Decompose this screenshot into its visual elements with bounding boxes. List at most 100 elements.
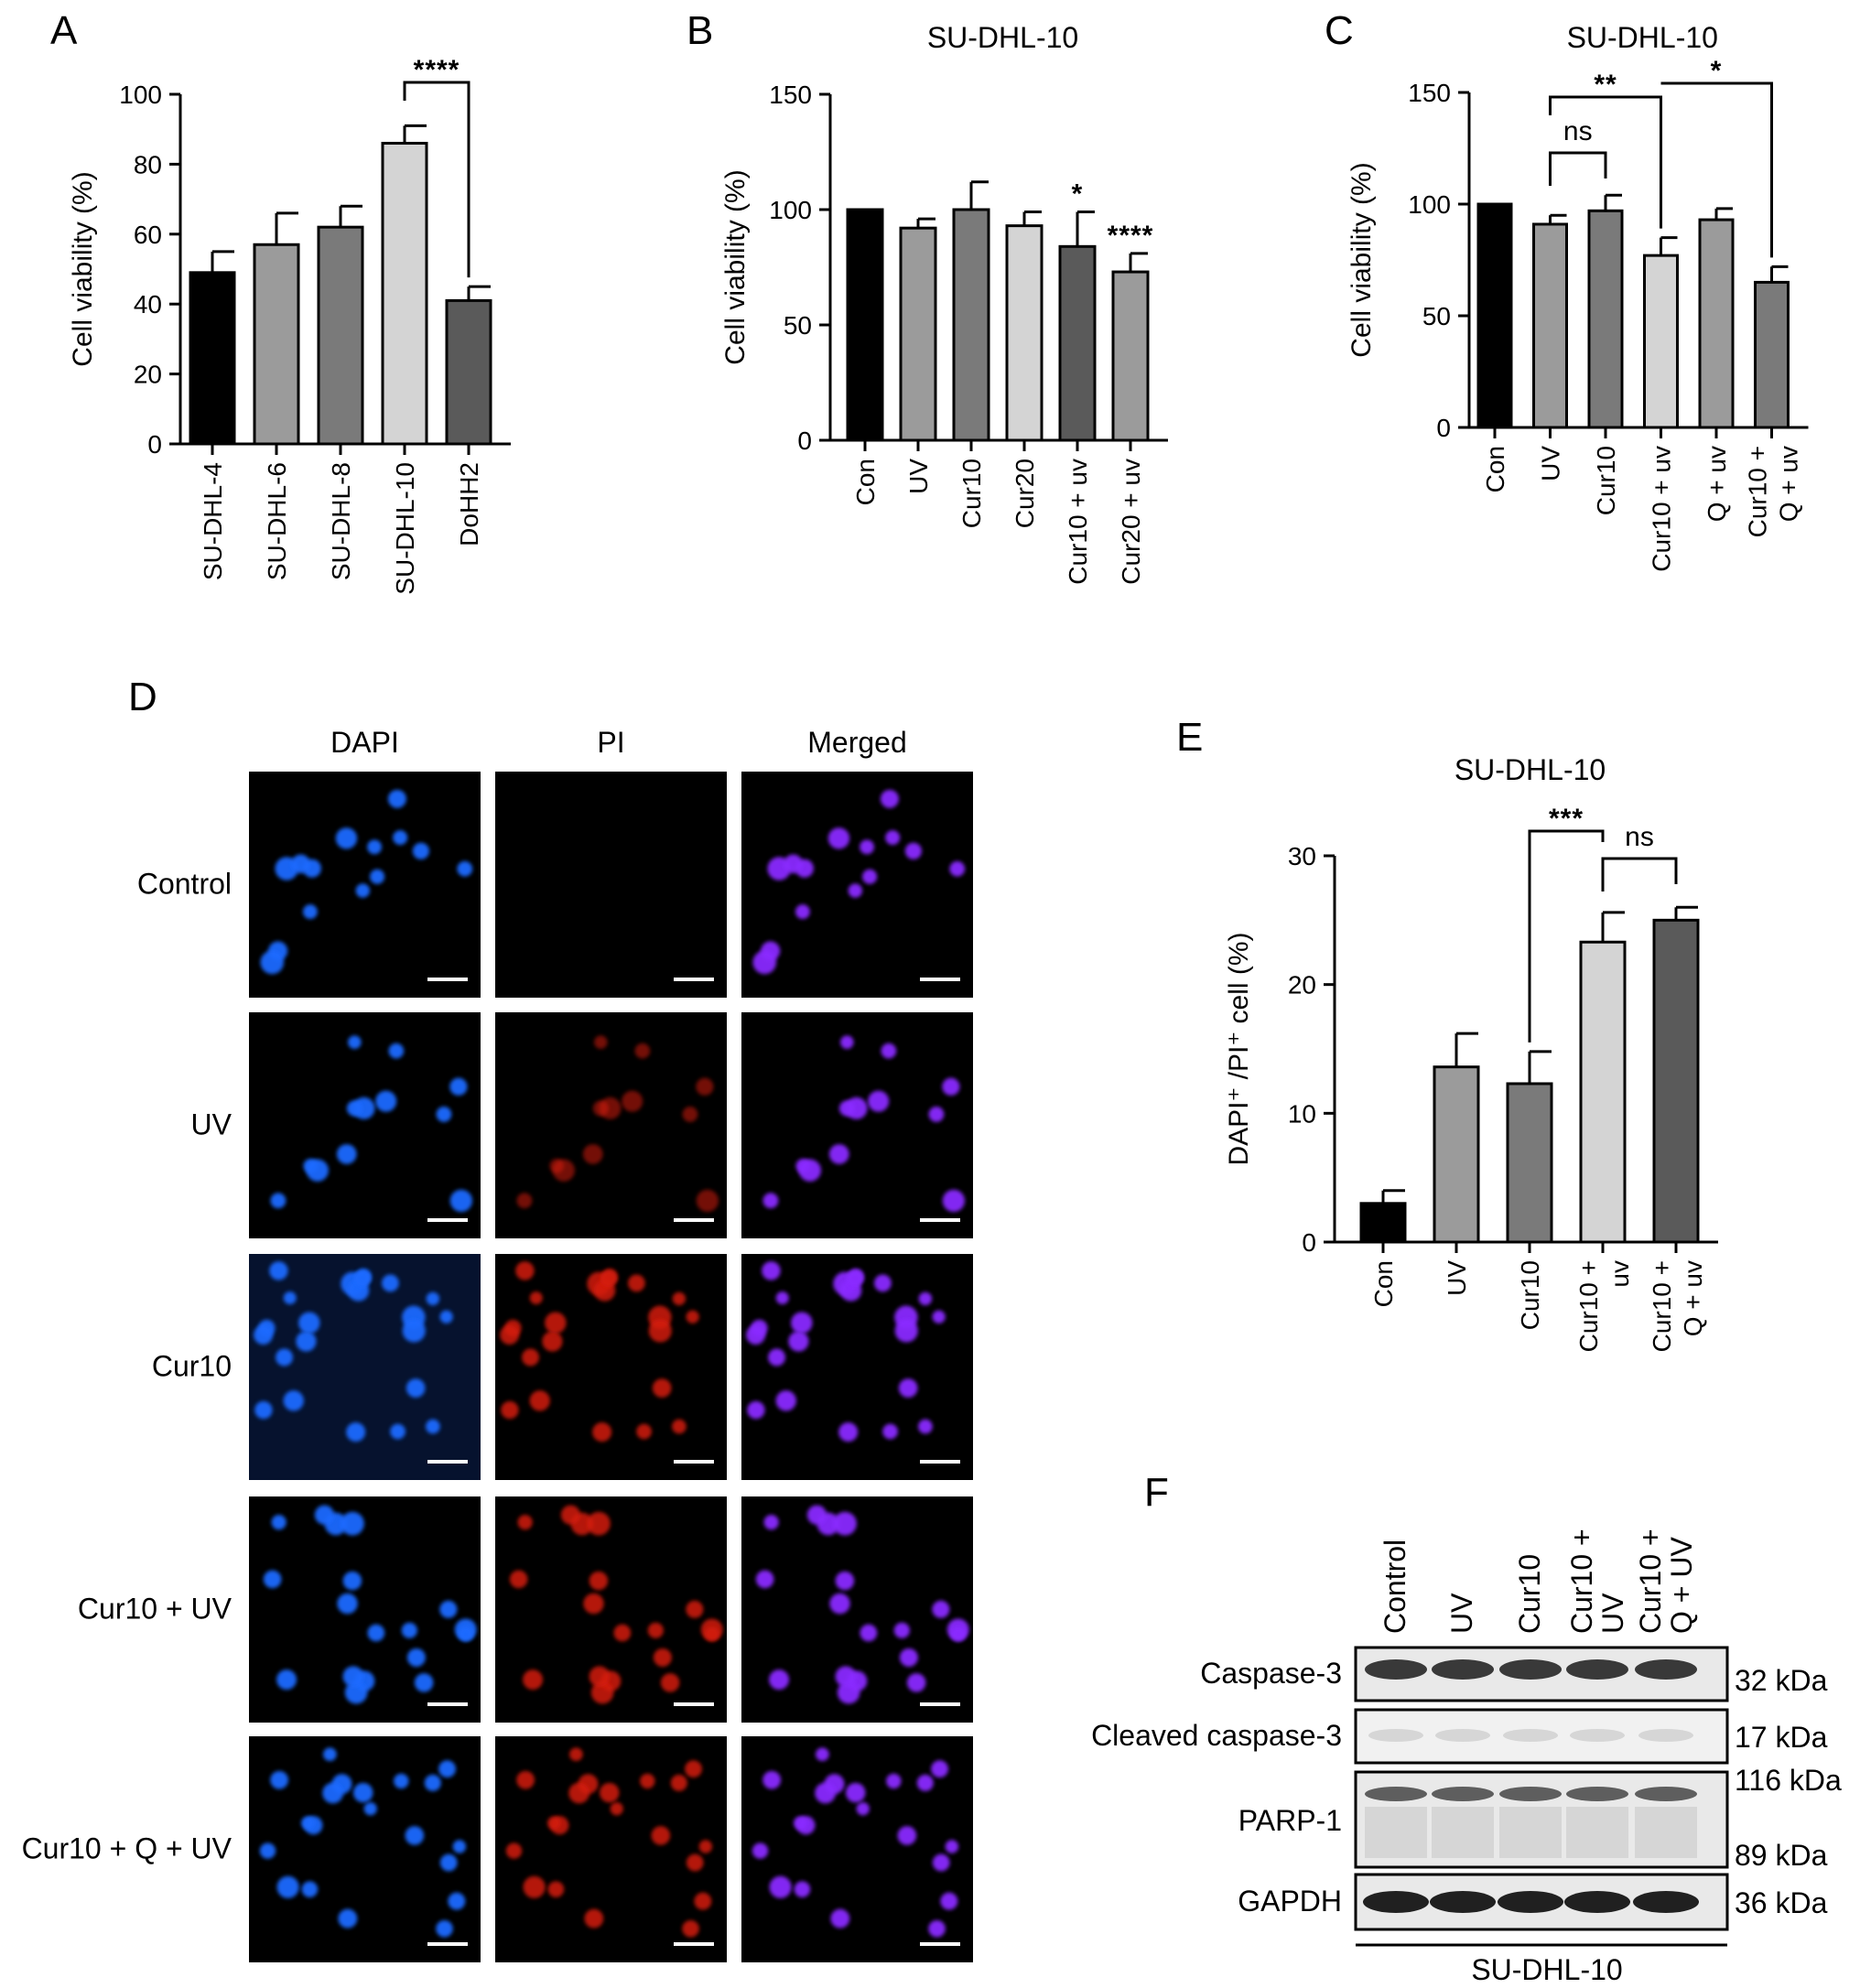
cell-nucleus xyxy=(762,1261,781,1280)
y-axis-label: Cell viability (%) xyxy=(1346,162,1377,357)
band xyxy=(1566,1787,1628,1801)
cell-nucleus xyxy=(390,1423,406,1440)
cell-nucleus xyxy=(696,1077,714,1096)
molecular-weight-marker: 89 kDa xyxy=(1735,1839,1828,1872)
cell-nucleus xyxy=(388,1043,405,1059)
cell-nucleus xyxy=(768,1348,786,1367)
cell-nucleus xyxy=(381,1274,399,1292)
cell-nucleus xyxy=(406,1378,426,1398)
panel-label-c: C xyxy=(1325,8,1354,53)
microscopy-grid: DAPI PI Merged Control UV Cur10 Cur10 + UV Cur1… xyxy=(22,726,973,1962)
cell-nucleus xyxy=(880,789,899,808)
x-tick-label: Cur10 + uv xyxy=(1064,459,1092,585)
x-tick-label-line: Cur20 + uv xyxy=(1117,459,1145,585)
cell-nucleus xyxy=(370,869,385,884)
y-tick-label: 100 xyxy=(119,81,162,109)
cell-nucleus xyxy=(885,830,901,846)
x-tick-label-line: Cur10 xyxy=(1516,1260,1544,1330)
bar xyxy=(1433,1065,1480,1244)
cell-nucleus xyxy=(648,1319,672,1343)
x-tick-label-line: Cur10 + uv xyxy=(1648,446,1676,572)
cell-nucleus xyxy=(424,1774,441,1791)
x-tick-label: Cur10 + Q + uv xyxy=(1744,446,1803,537)
cell-nucleus xyxy=(448,1892,466,1910)
cell-nucleus xyxy=(795,904,810,920)
cell-nucleus xyxy=(582,1144,603,1164)
x-tick-label: SU-DHL-10 xyxy=(391,462,419,595)
cell-nucleus xyxy=(439,1310,453,1324)
y-tick-label: 20 xyxy=(1288,971,1316,999)
molecular-weight-marker: 17 kDa xyxy=(1735,1721,1828,1754)
x-tick-label: Con xyxy=(1369,1260,1398,1307)
cell-nucleus xyxy=(932,1310,946,1324)
cell-nucleus xyxy=(798,1159,821,1182)
panel-label-a: A xyxy=(50,8,78,53)
cell-nucleus xyxy=(652,1378,672,1398)
cell-nucleus xyxy=(355,883,371,898)
lane-label-line: UV xyxy=(1596,1593,1629,1634)
lane-label-line: Cur10 xyxy=(1513,1554,1546,1634)
cell-nucleus xyxy=(898,1378,918,1398)
cell-nucleus xyxy=(352,1782,373,1803)
cell-nucleus xyxy=(627,1274,645,1292)
cell-nucleus xyxy=(651,1826,671,1845)
column-header: DAPI xyxy=(330,726,399,759)
cell-nucleus xyxy=(833,1511,857,1536)
y-tick-label: 0 xyxy=(797,427,812,455)
cell-nucleus xyxy=(769,1669,790,1691)
cell-nucleus xyxy=(882,1423,898,1440)
x-tick-label-line: uv xyxy=(1606,1260,1634,1288)
band xyxy=(1435,1729,1490,1742)
cell-nucleus xyxy=(517,1515,533,1530)
band xyxy=(1503,1729,1558,1742)
cell-nucleus xyxy=(916,1774,934,1791)
row-label: Cur10 + UV xyxy=(78,1593,232,1626)
cell-nucleus xyxy=(542,1331,563,1352)
cell-nucleus xyxy=(592,1422,612,1442)
cell-nucleus xyxy=(523,1669,544,1691)
x-tick-label: UV xyxy=(904,459,933,494)
cell-nucleus xyxy=(426,1419,440,1434)
cell-nucleus xyxy=(816,1747,829,1762)
band xyxy=(1363,1891,1429,1913)
cell-nucleus xyxy=(848,883,863,898)
lane-label-line: UV xyxy=(1445,1593,1478,1634)
x-tick-label-line: Cur10 + xyxy=(1574,1260,1603,1352)
significance-label: **** xyxy=(1108,221,1154,251)
cell-nucleus xyxy=(439,1853,458,1872)
cell-nucleus xyxy=(698,1840,713,1853)
bar xyxy=(1643,254,1679,429)
y-tick-label: 100 xyxy=(769,196,812,224)
chart-title: SU-DHL-10 xyxy=(1454,753,1606,786)
cell-nucleus xyxy=(254,1324,274,1345)
cell-nucleus xyxy=(835,1666,857,1687)
cell-nucleus xyxy=(439,1600,458,1618)
cell-nucleus xyxy=(259,1842,276,1859)
significance-bracket xyxy=(1549,151,1607,186)
cell-nucleus xyxy=(438,1760,456,1778)
band-smear xyxy=(1432,1807,1494,1858)
protein-label: PARP-1 xyxy=(1238,1804,1342,1837)
cell-nucleus xyxy=(949,860,966,877)
cell-nucleus xyxy=(426,1291,440,1306)
cell-nucleus xyxy=(856,1802,870,1816)
bar xyxy=(1359,1202,1407,1244)
micrograph xyxy=(741,1012,973,1238)
lane-label: Cur10 +Q + UV xyxy=(1634,1529,1698,1634)
band-smear xyxy=(1499,1807,1562,1858)
cell-nucleus xyxy=(291,854,310,874)
y-tick-label: 40 xyxy=(134,290,162,319)
x-tick-label-line: Cur20 xyxy=(1011,459,1039,528)
x-tick-label: SU-DHL-6 xyxy=(263,462,291,580)
bar xyxy=(317,225,364,446)
y-axis-label: DAPI⁺ /PI⁺ cell (%) xyxy=(1224,932,1254,1165)
cell-nucleus xyxy=(846,1270,864,1288)
protein-label: Cleaved caspase-3 xyxy=(1091,1719,1342,1752)
cell-nucleus xyxy=(269,1261,288,1280)
x-tick-label-line: Cur10 + uv xyxy=(1064,459,1092,585)
x-tick-label-line: Con xyxy=(851,459,880,505)
cell-nucleus xyxy=(886,1773,902,1789)
cell-nucleus xyxy=(881,1043,897,1059)
cell-nucleus xyxy=(452,1840,467,1853)
